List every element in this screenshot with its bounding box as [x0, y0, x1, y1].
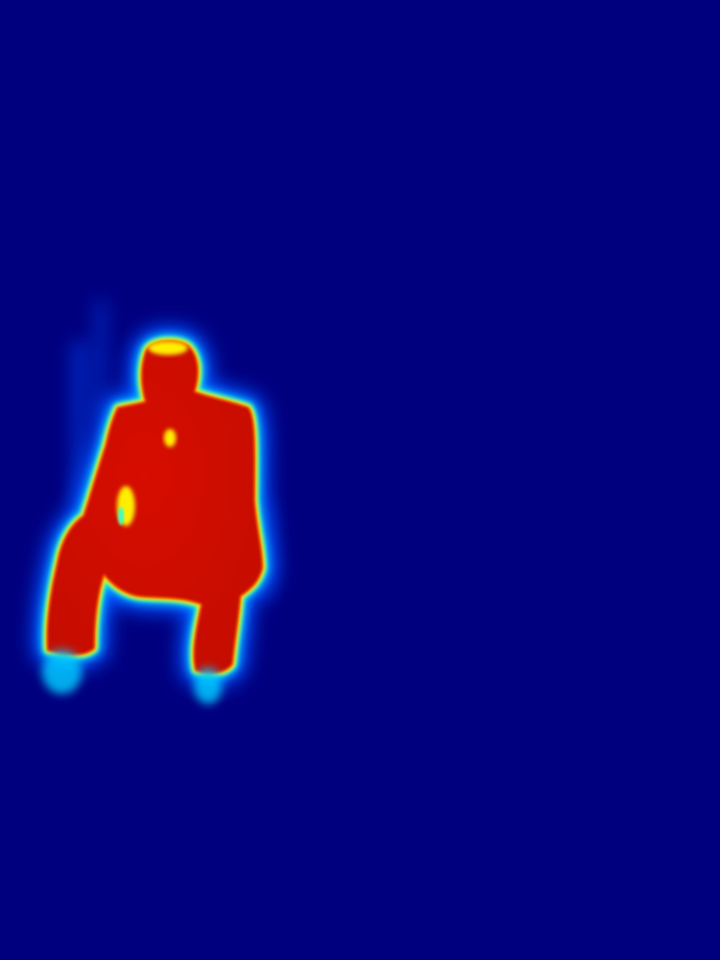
left-foot-glow [42, 650, 82, 694]
body-shape [47, 341, 262, 673]
arm-highlight-core [118, 507, 124, 525]
feet-glow [42, 650, 222, 704]
body-details [117, 341, 188, 526]
head-top-glow [148, 341, 188, 355]
chest-hot-spot [164, 429, 176, 447]
right-foot-glow [194, 668, 222, 704]
person-silhouette [47, 341, 262, 673]
